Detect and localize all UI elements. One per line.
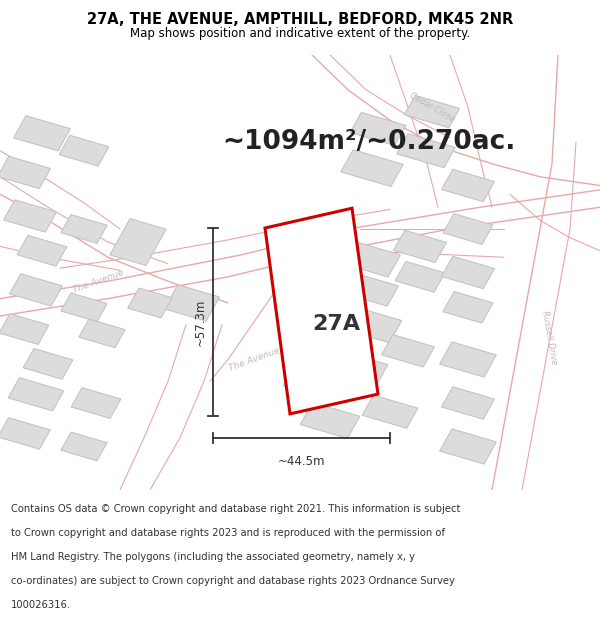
Polygon shape <box>346 274 398 306</box>
Text: Cedar Close: Cedar Close <box>408 91 456 124</box>
Polygon shape <box>341 149 403 186</box>
Polygon shape <box>110 219 166 266</box>
Polygon shape <box>284 364 340 399</box>
Polygon shape <box>440 429 496 464</box>
Text: HM Land Registry. The polygons (including the associated geometry, namely x, y: HM Land Registry. The polygons (includin… <box>11 551 415 561</box>
Polygon shape <box>61 293 107 322</box>
Polygon shape <box>4 200 56 232</box>
Text: The Avenue: The Avenue <box>72 268 125 294</box>
Polygon shape <box>61 214 107 243</box>
Text: Russell Drive: Russell Drive <box>540 310 559 366</box>
Polygon shape <box>443 214 493 244</box>
Polygon shape <box>17 236 67 266</box>
Polygon shape <box>332 352 388 385</box>
Polygon shape <box>342 307 402 342</box>
Polygon shape <box>350 112 406 146</box>
Polygon shape <box>443 291 493 323</box>
Polygon shape <box>0 156 50 189</box>
Text: to Crown copyright and database rights 2023 and is reproduced with the permissio: to Crown copyright and database rights 2… <box>11 528 445 538</box>
Polygon shape <box>404 96 460 128</box>
Polygon shape <box>0 314 49 344</box>
Polygon shape <box>442 387 494 419</box>
Polygon shape <box>61 432 107 461</box>
Text: ~57.3m: ~57.3m <box>193 298 206 346</box>
Polygon shape <box>265 208 378 414</box>
Polygon shape <box>394 230 446 262</box>
Polygon shape <box>14 116 70 151</box>
Polygon shape <box>164 285 220 321</box>
Text: Contains OS data © Crown copyright and database right 2021. This information is : Contains OS data © Crown copyright and d… <box>11 504 460 514</box>
Polygon shape <box>442 256 494 289</box>
Polygon shape <box>362 395 418 428</box>
Polygon shape <box>8 378 64 411</box>
Polygon shape <box>0 418 50 449</box>
Polygon shape <box>59 136 109 166</box>
Polygon shape <box>300 402 360 438</box>
Text: Map shows position and indicative extent of the property.: Map shows position and indicative extent… <box>130 27 470 39</box>
Polygon shape <box>395 261 445 292</box>
Polygon shape <box>442 169 494 202</box>
Text: 100026316.: 100026316. <box>11 599 71 609</box>
Text: 27A: 27A <box>312 314 361 334</box>
Text: co-ordinates) are subject to Crown copyright and database rights 2023 Ordnance S: co-ordinates) are subject to Crown copyr… <box>11 576 455 586</box>
Text: ~1094m²/~0.270ac.: ~1094m²/~0.270ac. <box>222 129 515 155</box>
Polygon shape <box>23 349 73 379</box>
Polygon shape <box>79 319 125 348</box>
Text: 27A, THE AVENUE, AMPTHILL, BEDFORD, MK45 2NR: 27A, THE AVENUE, AMPTHILL, BEDFORD, MK45… <box>87 12 513 27</box>
Text: The Avenue: The Avenue <box>228 346 281 373</box>
Text: ~44.5m: ~44.5m <box>278 455 325 468</box>
Polygon shape <box>71 388 121 418</box>
Polygon shape <box>397 134 455 168</box>
Polygon shape <box>382 334 434 367</box>
Polygon shape <box>440 342 496 377</box>
Polygon shape <box>10 274 62 306</box>
Polygon shape <box>344 242 400 277</box>
Polygon shape <box>298 322 362 361</box>
Polygon shape <box>128 288 172 318</box>
